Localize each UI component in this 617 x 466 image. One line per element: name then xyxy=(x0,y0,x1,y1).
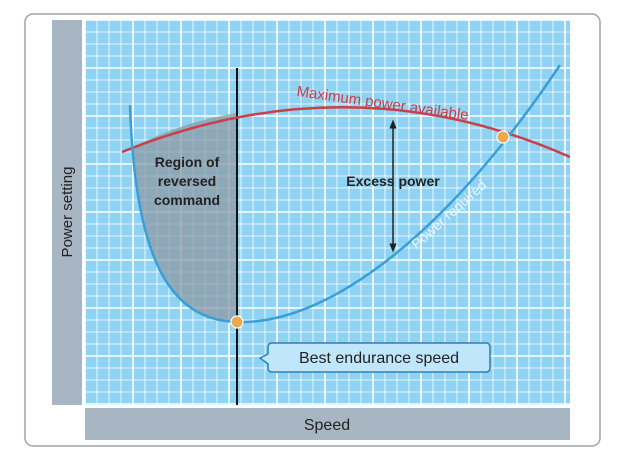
callout-label: Best endurance speed xyxy=(299,350,459,367)
x-label-bar xyxy=(85,408,570,440)
power-required-curve xyxy=(128,64,562,324)
region-label: command xyxy=(154,192,220,208)
y-label-bar xyxy=(52,20,82,405)
y-axis-label: Power setting xyxy=(59,167,76,258)
intersection-point xyxy=(496,130,510,144)
excess-label: Excess power xyxy=(346,173,440,189)
callout-box xyxy=(258,342,491,373)
grid xyxy=(85,20,570,405)
endurance-point xyxy=(230,315,244,329)
x-axis-label: Speed xyxy=(304,417,350,434)
region-label: reversed xyxy=(158,173,216,189)
region-label: Region of xyxy=(155,154,220,170)
reversed-region xyxy=(133,113,237,322)
